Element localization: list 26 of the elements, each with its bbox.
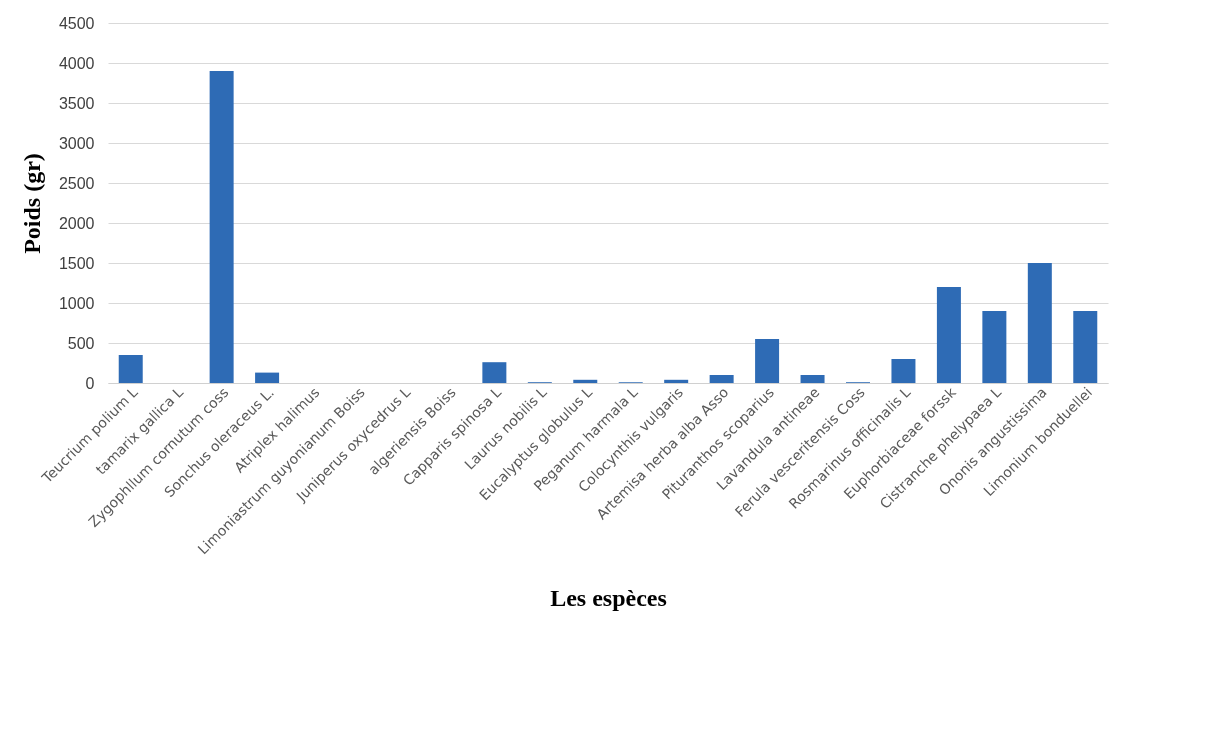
y-tick-label: 500 bbox=[67, 334, 95, 352]
y-tick-label: 2000 bbox=[58, 214, 95, 232]
y-tick-label: 3500 bbox=[58, 94, 95, 112]
bar bbox=[482, 362, 507, 383]
bar bbox=[936, 287, 961, 383]
x-axis-title: Les espèces bbox=[550, 585, 667, 612]
bar bbox=[118, 355, 143, 383]
bar bbox=[800, 375, 825, 383]
bar bbox=[982, 311, 1007, 383]
y-tick-label: 4000 bbox=[58, 54, 95, 72]
bar bbox=[255, 372, 280, 383]
y-tick-label: 4500 bbox=[58, 14, 95, 32]
bar bbox=[709, 375, 734, 383]
bar bbox=[573, 379, 598, 383]
bar bbox=[209, 71, 234, 383]
bar bbox=[1027, 263, 1052, 383]
y-tick-label: 2500 bbox=[58, 174, 95, 192]
y-tick-label: 1000 bbox=[58, 294, 95, 312]
bar bbox=[891, 359, 916, 383]
bar bbox=[664, 379, 689, 383]
y-tick-label: 3000 bbox=[58, 134, 95, 152]
y-tick-label: 0 bbox=[85, 374, 95, 392]
bar bbox=[755, 339, 780, 383]
bar bbox=[1073, 311, 1098, 383]
y-axis-title: Poids (gr) bbox=[18, 153, 45, 254]
y-tick-label: 1500 bbox=[58, 254, 95, 272]
